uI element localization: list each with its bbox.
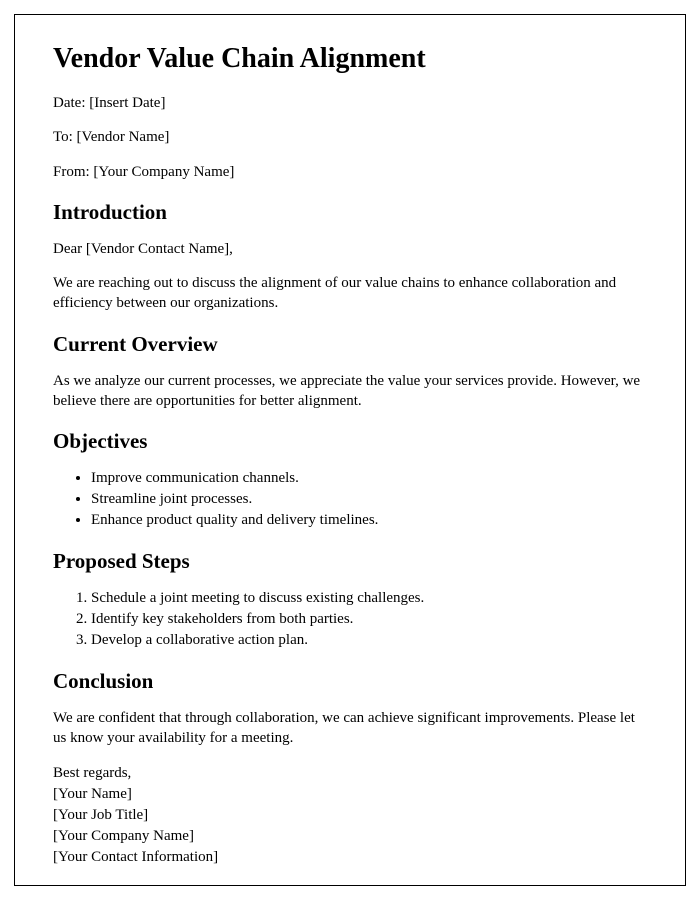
- current-overview-body: As we analyze our current processes, we …: [53, 371, 647, 412]
- meta-from: From: [Your Company Name]: [53, 162, 647, 182]
- signature-company: [Your Company Name]: [53, 826, 647, 847]
- list-item: Streamline joint processes.: [91, 489, 647, 510]
- heading-introduction: Introduction: [53, 200, 647, 225]
- list-item: Develop a collaborative action plan.: [91, 630, 647, 651]
- signature-contact: [Your Contact Information]: [53, 847, 647, 868]
- meta-to: To: [Vendor Name]: [53, 127, 647, 147]
- heading-current-overview: Current Overview: [53, 332, 647, 357]
- heading-conclusion: Conclusion: [53, 669, 647, 694]
- introduction-body: We are reaching out to discuss the align…: [53, 273, 647, 314]
- list-item: Enhance product quality and delivery tim…: [91, 510, 647, 531]
- signature-job-title: [Your Job Title]: [53, 805, 647, 826]
- document-page: Vendor Value Chain Alignment Date: [Inse…: [14, 14, 686, 886]
- list-item: Schedule a joint meeting to discuss exis…: [91, 588, 647, 609]
- heading-objectives: Objectives: [53, 429, 647, 454]
- list-item: Improve communication channels.: [91, 468, 647, 489]
- heading-proposed-steps: Proposed Steps: [53, 549, 647, 574]
- objectives-list: Improve communication channels. Streamli…: [91, 468, 647, 531]
- proposed-steps-list: Schedule a joint meeting to discuss exis…: [91, 588, 647, 651]
- conclusion-body: We are confident that through collaborat…: [53, 708, 647, 749]
- list-item: Identify key stakeholders from both part…: [91, 609, 647, 630]
- signature-name: [Your Name]: [53, 784, 647, 805]
- page-title: Vendor Value Chain Alignment: [53, 43, 647, 75]
- signature-closing: Best regards,: [53, 763, 647, 784]
- meta-date: Date: [Insert Date]: [53, 93, 647, 113]
- salutation: Dear [Vendor Contact Name],: [53, 239, 647, 259]
